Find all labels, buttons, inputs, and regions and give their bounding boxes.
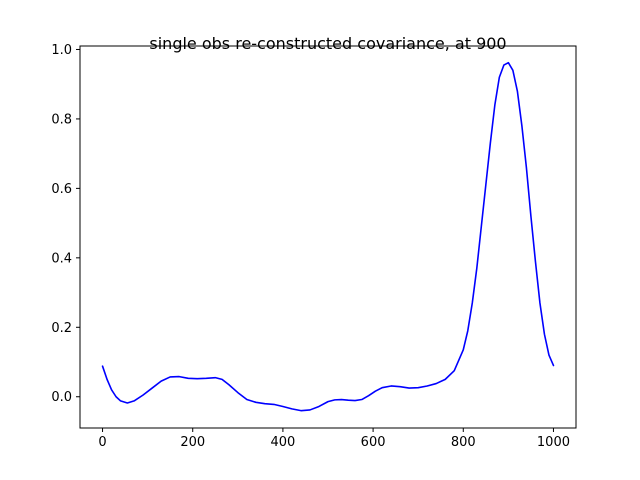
chart-title: single obs re-constructed covariance, at…	[149, 34, 506, 53]
y-tick-label: 0.0	[51, 390, 72, 405]
plot-area	[101, 61, 555, 412]
x-tick-label: 200	[180, 435, 205, 450]
y-tick-label: 0.8	[51, 112, 72, 127]
y-tick-label: 0.6	[51, 182, 72, 197]
y-axis: 0.0 0.2 0.4 0.6 0.8 1.0	[51, 43, 80, 405]
axes-frame	[79, 45, 577, 429]
series-line-0	[101, 61, 555, 412]
y-tick-label: 1.0	[51, 43, 72, 58]
x-tick-label: 0	[98, 435, 106, 450]
x-tick-label: 800	[451, 435, 476, 450]
x-tick-label: 600	[361, 435, 386, 450]
y-tick-label: 0.4	[51, 251, 72, 266]
x-axis: 0 200 400 600 800 1000	[98, 428, 570, 450]
y-tick-label: 0.2	[51, 321, 72, 336]
x-tick-label: 1000	[537, 435, 570, 450]
x-tick-label: 400	[270, 435, 295, 450]
